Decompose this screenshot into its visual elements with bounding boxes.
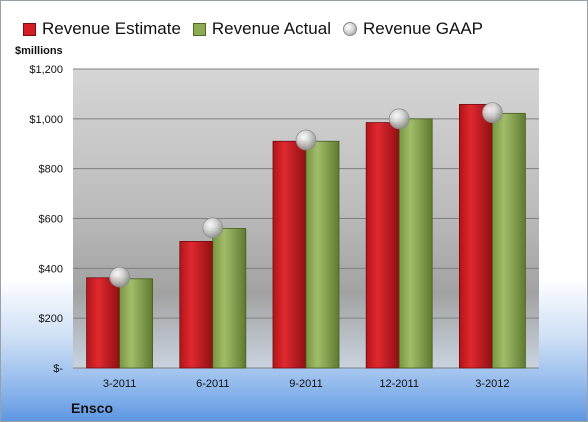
y-axis-ticks: $- $200 $400 $600 $800 $1,000 $1,200 — [29, 64, 63, 375]
y-axis-unit-label: $millions — [15, 45, 63, 57]
legend: Revenue Estimate Revenue Actual Revenue … — [23, 17, 487, 41]
bar-revenue-actual — [305, 140, 340, 369]
legend-swatch-actual — [192, 22, 206, 36]
bars — [86, 103, 526, 369]
legend-swatch-estimate — [23, 22, 36, 36]
x-tick-label: 9-2011 — [289, 378, 322, 390]
legend-label-estimate: Revenue Estimate — [42, 19, 181, 38]
gaap-markers — [109, 102, 503, 288]
y-tick-label: $- — [53, 363, 63, 375]
bar-revenue-actual — [212, 228, 247, 369]
marker-revenue-gaap — [202, 217, 224, 239]
x-tick-label: 12-2011 — [379, 378, 419, 390]
bar-revenue-estimate — [458, 103, 493, 369]
x-axis-ticks: 3-2011 6-2011 9-2011 12-2011 3-2012 — [103, 378, 510, 390]
legend-item-gaap: Revenue GAAP — [343, 19, 483, 39]
y-tick-label: $600 — [39, 214, 63, 226]
bar-revenue-estimate — [86, 277, 120, 369]
legend-item-estimate: Revenue Estimate — [23, 19, 181, 39]
company-label: Ensco — [71, 400, 114, 416]
marker-revenue-gaap — [109, 266, 130, 288]
y-tick-label: $800 — [39, 164, 63, 176]
legend-item-actual: Revenue Actual — [192, 19, 331, 39]
x-tick-label: 3-2011 — [103, 378, 136, 390]
x-tick-label: 3-2012 — [475, 378, 509, 390]
legend-swatch-gaap — [343, 22, 357, 36]
legend-label-gaap: Revenue GAAP — [363, 19, 484, 38]
marker-revenue-gaap — [388, 108, 410, 130]
legend-label-actual: Revenue Actual — [211, 19, 331, 38]
bar-revenue-estimate — [179, 241, 214, 369]
bar-revenue-estimate — [272, 140, 307, 369]
y-tick-label: $200 — [39, 313, 63, 325]
bar-revenue-actual — [119, 278, 153, 369]
x-tick-label: 6-2011 — [196, 378, 229, 390]
bar-revenue-estimate — [365, 122, 400, 369]
bar-revenue-actual — [491, 112, 526, 369]
y-tick-label: $400 — [39, 263, 63, 275]
bar-revenue-actual — [398, 118, 433, 369]
y-tick-label: $1,000 — [29, 114, 63, 126]
y-tick-label: $1,200 — [29, 64, 63, 76]
marker-revenue-gaap — [295, 129, 317, 151]
marker-revenue-gaap — [481, 102, 503, 124]
